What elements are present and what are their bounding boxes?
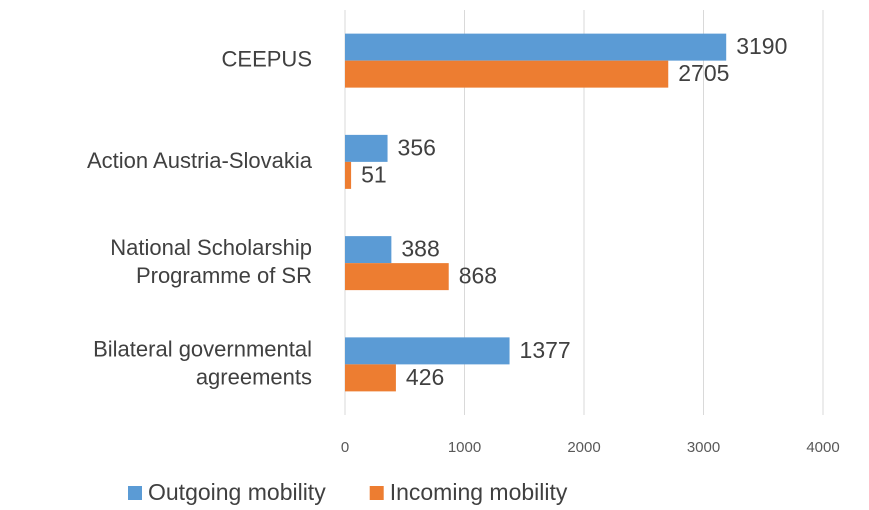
category-label: Action Austria-Slovakia (87, 148, 313, 173)
category-label: Bilateral governmental agreements (93, 336, 312, 389)
bar (345, 33, 727, 61)
value-label: 388 (401, 236, 439, 262)
bar (345, 364, 396, 392)
x-tick-label: 4000 (806, 439, 839, 456)
value-label: 426 (406, 364, 444, 390)
x-tick-label: 3000 (687, 439, 720, 456)
bar (345, 263, 449, 291)
bar (345, 337, 510, 365)
bar (345, 236, 392, 264)
value-label: 2705 (678, 60, 729, 86)
category-label: CEEPUS (222, 46, 312, 71)
x-tick-label: 2000 (567, 439, 600, 456)
legend-label: Outgoing mobility (148, 479, 326, 505)
bar (345, 60, 669, 88)
value-label: 3190 (736, 33, 787, 59)
value-label: 1377 (520, 337, 571, 363)
legend-swatch (369, 486, 384, 500)
x-tick-label: 0 (341, 439, 349, 456)
legend-swatch (128, 486, 142, 500)
bar (345, 161, 352, 189)
value-label: 868 (459, 263, 497, 289)
bar (345, 134, 388, 162)
legend-label: Incoming mobility (390, 479, 568, 505)
x-tick-label: 1000 (448, 439, 481, 456)
value-label: 51 (361, 161, 387, 187)
value-label: 356 (398, 134, 436, 160)
category-label: National Scholarship Programme of SR (110, 235, 312, 288)
